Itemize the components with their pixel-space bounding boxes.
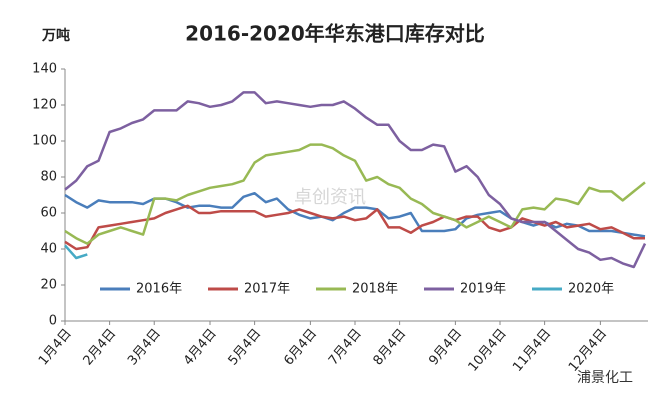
y-tick-label: 0 — [49, 314, 57, 329]
y-tick-label: 80 — [40, 170, 57, 185]
y-tick-label: 100 — [32, 134, 57, 149]
x-tick-label: 3月4日 — [125, 326, 164, 368]
x-tick-label: 6月4日 — [281, 326, 320, 368]
x-tick-label: 9月4日 — [426, 326, 465, 368]
x-tick-label: 12月4日 — [566, 326, 610, 375]
legend-label: 2018年 — [352, 282, 398, 297]
x-tick-label: 4月4日 — [181, 326, 220, 368]
chart-title: 2016-2020年华东港口库存对比 — [185, 22, 485, 46]
x-tick-label: 8月4日 — [371, 326, 410, 368]
legend-label: 2016年 — [136, 282, 182, 297]
series-line — [64, 244, 88, 260]
y-tick-label: 120 — [32, 98, 57, 113]
x-tick-label: 5月4日 — [226, 326, 265, 368]
x-tick-label: 7月4日 — [326, 326, 365, 368]
y-tick-label: 140 — [32, 62, 57, 77]
watermark: 卓创资讯 — [294, 187, 366, 208]
x-tick-label: 1月4日 — [36, 326, 75, 368]
x-tick-label: 11月4日 — [510, 326, 554, 375]
series-line — [64, 143, 646, 245]
y-tick-label: 20 — [40, 278, 57, 293]
x-tick-label: 2月4日 — [81, 326, 120, 368]
legend-label: 2017年 — [244, 282, 290, 297]
legend-label: 2019年 — [460, 282, 506, 297]
y-tick-label: 60 — [40, 206, 57, 221]
series-line — [64, 91, 647, 269]
x-tick-label: 10月4日 — [466, 326, 510, 375]
y-axis-label: 万吨 — [41, 27, 70, 44]
source: 浦景化工 — [577, 370, 633, 386]
legend-label: 2020年 — [568, 282, 614, 297]
y-tick-label: 40 — [40, 242, 57, 257]
